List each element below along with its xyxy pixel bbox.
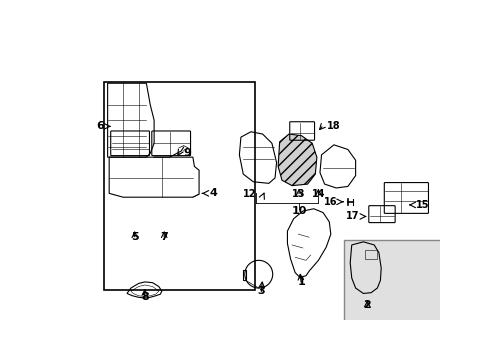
Text: 6: 6: [96, 121, 103, 131]
Text: 18: 18: [326, 121, 340, 131]
Bar: [103, 82, 254, 289]
Text: 17: 17: [346, 211, 359, 221]
Text: 5: 5: [131, 232, 138, 242]
Text: 1: 1: [297, 277, 305, 287]
Text: 7: 7: [160, 232, 168, 242]
Text: 9: 9: [183, 148, 191, 158]
Polygon shape: [278, 134, 316, 186]
Text: 12: 12: [243, 189, 256, 199]
Text: 3: 3: [257, 286, 264, 296]
Text: 4: 4: [209, 188, 217, 198]
Bar: [343, 239, 475, 332]
Text: 16: 16: [323, 197, 336, 207]
Text: 15: 15: [415, 200, 428, 210]
Text: 8: 8: [141, 292, 148, 302]
Text: 13: 13: [292, 189, 305, 199]
Text: 10: 10: [291, 206, 306, 216]
Text: 14: 14: [311, 189, 325, 199]
Text: 2: 2: [363, 300, 370, 310]
